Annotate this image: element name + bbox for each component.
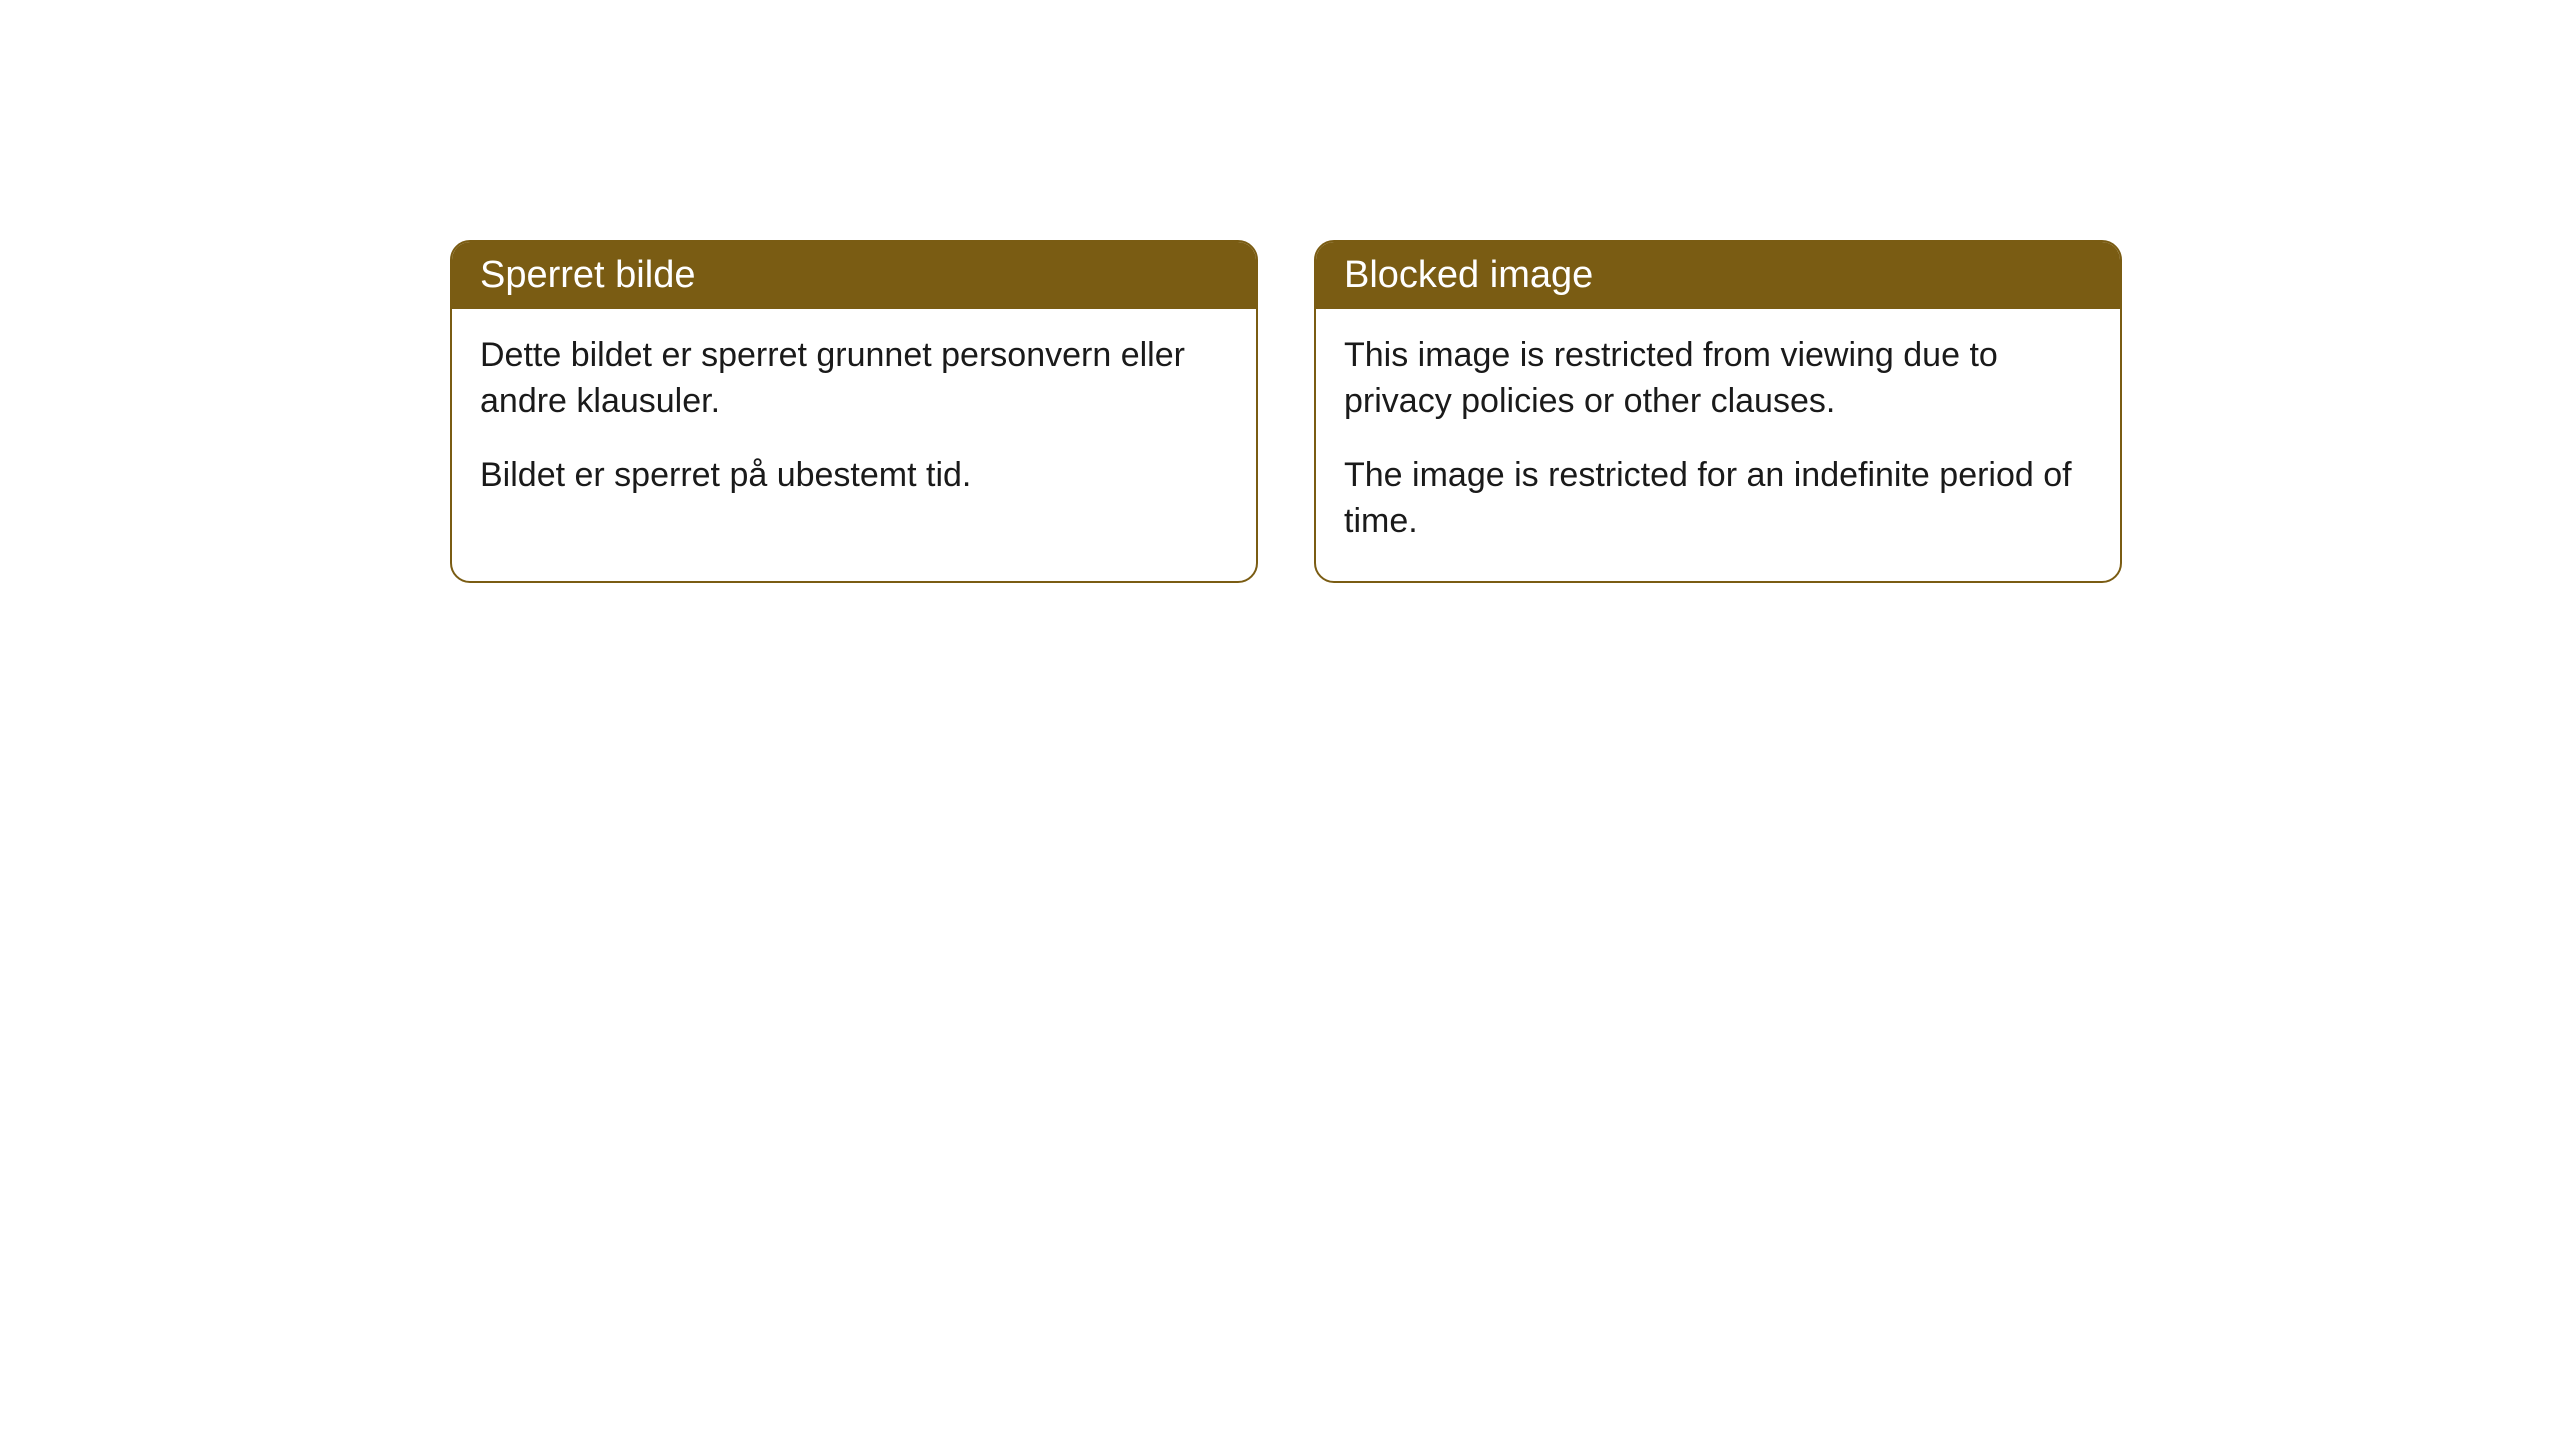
card-paragraph-2-en: The image is restricted for an indefinit…: [1344, 453, 2092, 545]
card-header-no: Sperret bilde: [452, 242, 1256, 309]
card-title-no: Sperret bilde: [480, 254, 695, 296]
card-title-en: Blocked image: [1344, 254, 1593, 296]
card-header-en: Blocked image: [1316, 242, 2120, 309]
blocked-image-card-no: Sperret bilde Dette bildet er sperret gr…: [450, 240, 1258, 583]
card-body-en: This image is restricted from viewing du…: [1316, 309, 2120, 581]
card-body-no: Dette bildet er sperret grunnet personve…: [452, 309, 1256, 535]
card-paragraph-1-en: This image is restricted from viewing du…: [1344, 333, 2092, 425]
blocked-image-card-en: Blocked image This image is restricted f…: [1314, 240, 2122, 583]
cards-container: Sperret bilde Dette bildet er sperret gr…: [450, 240, 2560, 583]
card-paragraph-2-no: Bildet er sperret på ubestemt tid.: [480, 453, 1228, 499]
card-paragraph-1-no: Dette bildet er sperret grunnet personve…: [480, 333, 1228, 425]
